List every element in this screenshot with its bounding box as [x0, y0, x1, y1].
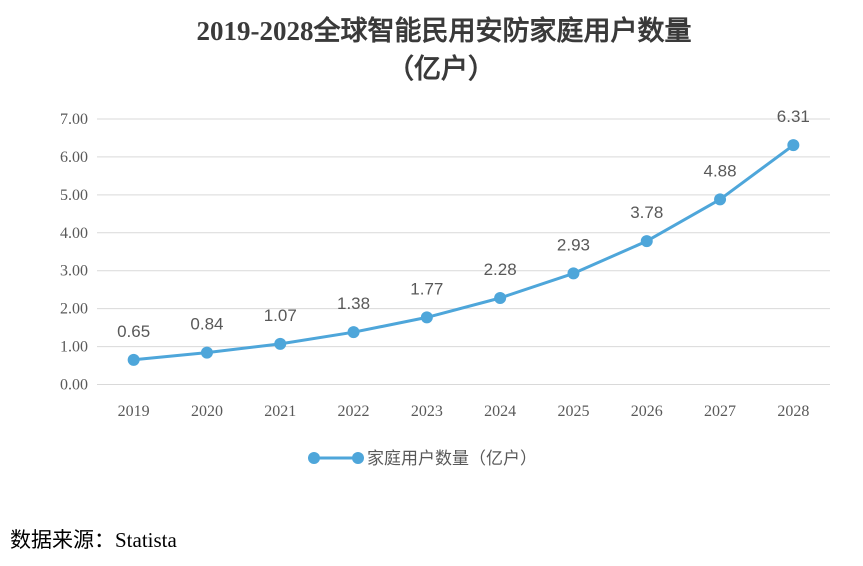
- data-label: 0.65: [117, 322, 150, 341]
- y-axis: 0.00 1.00 2.00 3.00 4.00 5.00 6.00 7.00: [60, 111, 88, 394]
- data-label: 2.93: [557, 235, 590, 254]
- gridlines: [97, 118, 830, 385]
- x-tick-label: 2019: [118, 403, 150, 420]
- data-label: 0.84: [190, 315, 223, 334]
- data-point: [347, 326, 360, 339]
- data-label: 1.77: [410, 279, 443, 298]
- chart-title-line-2: （亿户）: [387, 53, 495, 84]
- x-tick-label: 2026: [631, 403, 663, 420]
- data-point: [494, 292, 507, 305]
- data-label: 1.07: [264, 306, 297, 325]
- data-point: [127, 353, 140, 366]
- y-tick-label: 7.00: [60, 111, 88, 128]
- y-tick-label: 0.00: [60, 377, 88, 394]
- data-point: [567, 267, 580, 280]
- chart-title-line-1: 2019-2028全球智能民用安防家庭用户数量: [197, 15, 692, 46]
- data-point: [200, 346, 213, 359]
- y-tick-label: 3.00: [60, 263, 88, 280]
- x-tick-label: 2021: [264, 403, 296, 420]
- data-point: [640, 235, 653, 248]
- data-point: [420, 311, 433, 324]
- data-label: 2.28: [484, 260, 517, 279]
- x-tick-label: 2028: [777, 403, 809, 420]
- data-label: 4.88: [704, 161, 737, 180]
- x-tick-label: 2020: [191, 403, 223, 420]
- legend: 家庭用户数量（亿户）: [308, 449, 537, 468]
- data-point: [274, 337, 287, 350]
- legend-marker-left: [308, 452, 320, 464]
- x-tick-label: 2027: [704, 403, 736, 420]
- y-tick-label: 5.00: [60, 187, 88, 204]
- x-axis: 2019 2020 2021 2022 2023 2024 2025 2026 2027 2028: [118, 403, 810, 420]
- legend-label: 家庭用户数量（亿户）: [367, 449, 537, 468]
- y-tick-label: 2.00: [60, 301, 88, 318]
- x-tick-label: 2022: [338, 403, 370, 420]
- legend-marker-right: [352, 452, 364, 464]
- data-label: 3.78: [630, 203, 663, 222]
- y-tick-label: 6.00: [60, 149, 88, 166]
- y-tick-label: 1.00: [60, 339, 88, 356]
- data-label: 6.31: [777, 107, 810, 126]
- y-tick-label: 4.00: [60, 225, 88, 242]
- data-point: [714, 193, 727, 206]
- data-label: 1.38: [337, 294, 370, 313]
- x-tick-label: 2025: [557, 403, 589, 420]
- x-tick-label: 2023: [411, 403, 443, 420]
- series-line: [132, 143, 795, 362]
- data-point: [787, 139, 800, 152]
- series-group: [127, 139, 800, 366]
- x-tick-label: 2024: [484, 403, 516, 420]
- data-labels: 0.65 0.84 1.07 1.38 1.77 2.28 2.93 3.78 4.88 6.31: [117, 107, 810, 341]
- source-note: 数据来源：Statista: [10, 528, 178, 552]
